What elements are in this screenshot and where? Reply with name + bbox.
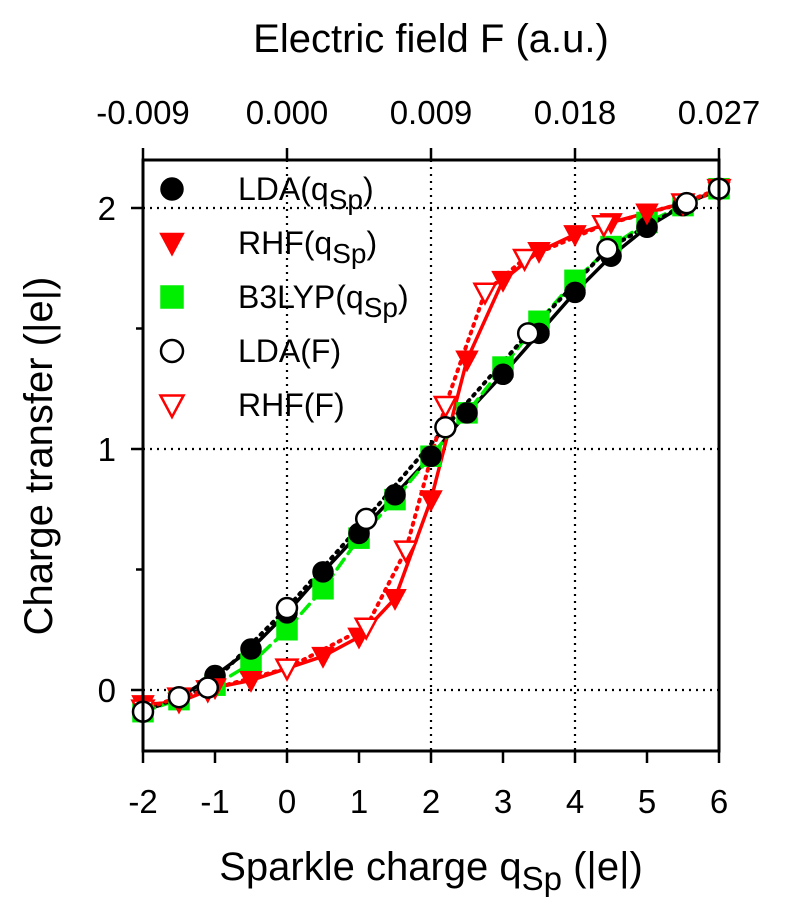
data-point-1 [419, 490, 443, 513]
x-tick-label: -2 [128, 783, 157, 820]
y-axis-title: Charge transfer (|e|) [17, 277, 61, 636]
data-point-3 [516, 322, 540, 345]
x-tick-label: 1 [350, 783, 368, 820]
x-axis-title: Sparkle charge qSp (|e|) [219, 845, 643, 897]
series-line-3 [143, 186, 719, 714]
legend-marker-4 [158, 394, 186, 420]
data-point-3 [434, 416, 457, 439]
data-point-1 [635, 203, 659, 226]
data-point-1 [491, 270, 515, 293]
data-point-3 [275, 596, 299, 620]
data-point-4 [591, 214, 617, 239]
data-point-0 [240, 638, 262, 660]
y-tick-label: 1 [98, 431, 116, 468]
legend-marker-0 [160, 177, 184, 201]
data-point-0 [456, 402, 478, 424]
legend-label-2: B3LYP(qSp) [238, 279, 409, 323]
top-tick-label: 0.009 [390, 94, 473, 131]
legend-label-0: LDA(qSp) [238, 171, 374, 215]
data-point-0 [492, 363, 514, 386]
data-point-3 [675, 191, 698, 215]
data-point-4 [393, 540, 419, 564]
series-markers [130, 177, 732, 723]
legend-marker-1 [159, 232, 185, 257]
legend-marker-3 [159, 338, 185, 364]
legend-label-4: RHF(F) [238, 387, 345, 423]
data-point-4 [472, 282, 498, 306]
legend-marker-2 [160, 285, 184, 309]
x-tick-label: 3 [494, 783, 512, 820]
legend-label-3: LDA(F) [238, 333, 341, 369]
legend: LDA(qSp) RHF(qSp) B3LYP(qSp) LDA(F) RHF(F) [158, 171, 409, 423]
data-point-1 [383, 589, 407, 611]
data-point-0 [312, 561, 334, 583]
data-point-4 [512, 248, 538, 273]
data-point-3 [354, 507, 378, 531]
data-point-3 [167, 685, 191, 709]
data-point-1 [239, 670, 263, 693]
data-point-1 [311, 646, 335, 669]
x-tick-label: 5 [638, 783, 656, 820]
data-point-4 [274, 658, 300, 682]
data-point-0 [420, 445, 442, 467]
data-point-3 [596, 237, 619, 261]
x-tick-label: 4 [566, 783, 584, 820]
y-tick-label: 0 [98, 672, 116, 709]
data-point-0 [384, 484, 406, 506]
top-tick-label: 0.000 [246, 94, 329, 131]
top-tick-label: 0.018 [534, 94, 617, 131]
x-tick-label: 6 [710, 783, 728, 820]
top-tick-label: -0.009 [96, 94, 190, 131]
data-point-1 [563, 225, 587, 248]
y-tick-label: 2 [98, 190, 116, 227]
top-axis-title: Electric field F (a.u.) [253, 17, 609, 61]
legend-label-1: RHF(qSp) [238, 225, 377, 269]
data-point-4 [432, 395, 458, 420]
top-tick-label: 0.027 [678, 94, 761, 131]
x-tick-label: 2 [422, 783, 440, 820]
axis-ticks: -2 -1 0 1 2 3 4 5 6 -0.009 0.000 0.009 0.018 0.027 0 1 2 [96, 94, 760, 820]
x-tick-label: -1 [200, 783, 229, 820]
data-point-1 [455, 350, 479, 373]
x-tick-label: 0 [278, 783, 296, 820]
data-point-3 [196, 676, 220, 699]
data-point-4 [353, 617, 379, 641]
data-point-0 [564, 281, 586, 304]
